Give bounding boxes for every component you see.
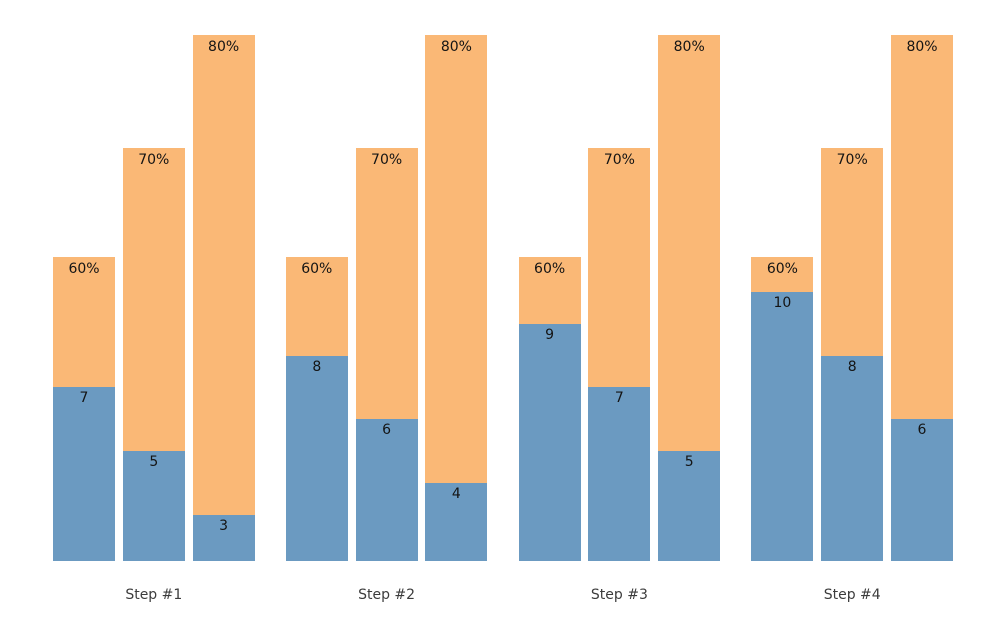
bar-value-segment xyxy=(751,291,814,561)
bar-value-segment xyxy=(425,483,488,561)
bar-value-segment xyxy=(53,387,115,561)
bar-value-segment xyxy=(821,355,884,561)
x-axis-label-step-2: Step #2 xyxy=(358,587,416,603)
bar-value-segment xyxy=(588,387,651,561)
bar-value-segment xyxy=(192,515,255,561)
bar-value-segment xyxy=(122,451,185,561)
bar-value-segment xyxy=(891,419,953,561)
x-axis-label-step-1: Step #1 xyxy=(125,587,183,603)
bar-remainder-segment xyxy=(425,34,488,561)
bar-value-segment xyxy=(518,323,581,561)
x-axis-label-step-3: Step #3 xyxy=(590,587,648,603)
bar-remainder-segment xyxy=(192,34,255,561)
x-axis-label-step-4: Step #4 xyxy=(823,587,881,603)
bar-value-segment xyxy=(355,419,418,561)
bar-value-segment xyxy=(285,355,348,561)
bar-value-segment xyxy=(658,451,721,561)
